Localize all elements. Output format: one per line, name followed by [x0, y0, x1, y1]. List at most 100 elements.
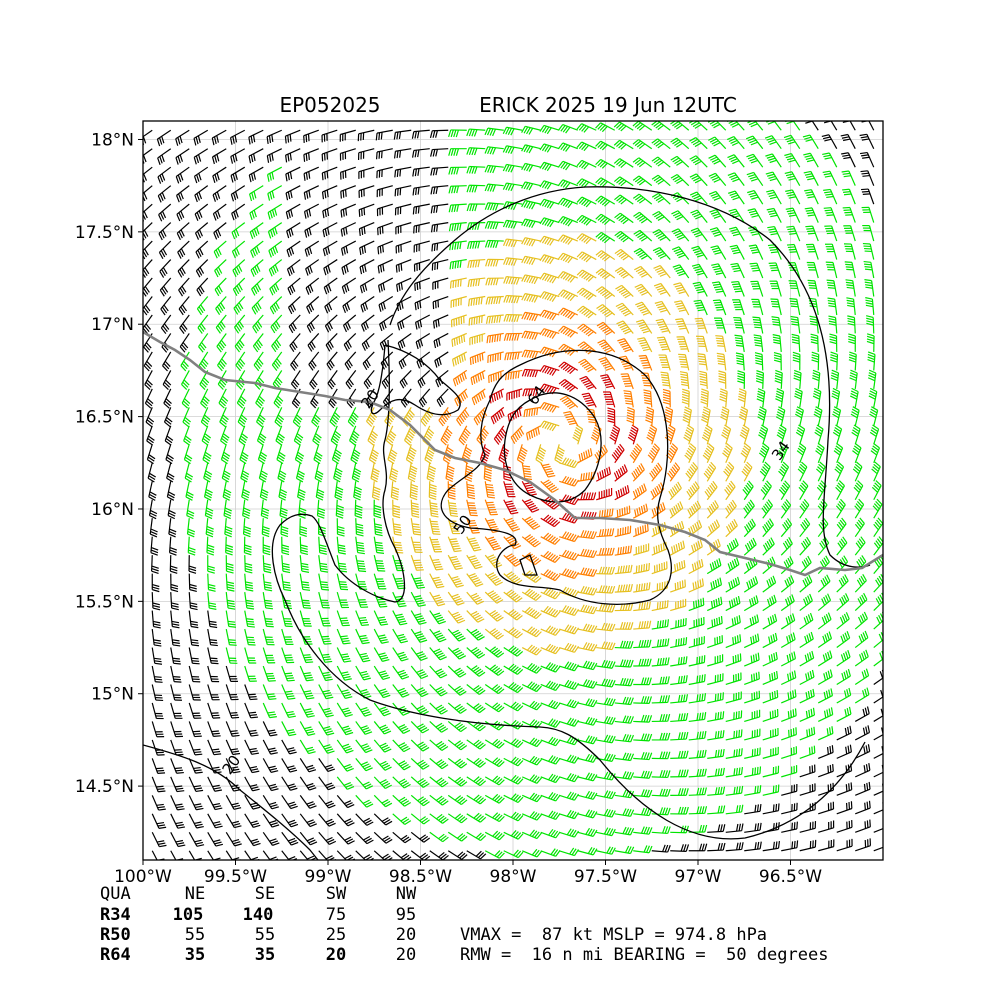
- barb-feather: [555, 647, 561, 655]
- barb-staff: [244, 665, 251, 682]
- barb-staff: [651, 701, 668, 704]
- barb-staff: [762, 791, 779, 796]
- wind-barb: [503, 535, 522, 550]
- wind-barb: [170, 832, 186, 848]
- wind-barb: [207, 647, 219, 665]
- barb-feather: [356, 533, 364, 537]
- barb-feather: [526, 607, 533, 614]
- wind-barb: [225, 665, 238, 682]
- barb-feather: [403, 729, 411, 734]
- barb-feather: [788, 653, 792, 662]
- barb-feather: [648, 639, 652, 647]
- barb-feather: [153, 625, 161, 629]
- barb-feather: [440, 835, 447, 841]
- barb-feather: [269, 749, 277, 753]
- barb-feather: [468, 573, 476, 577]
- barb-staff: [318, 610, 325, 627]
- barb-feather: [720, 805, 723, 813]
- barb-feather: [343, 781, 352, 786]
- barb-feather: [887, 782, 888, 789]
- barb-feather: [601, 678, 606, 686]
- barb-staff: [873, 790, 883, 796]
- barb-feather: [646, 601, 649, 610]
- barb-feather: [513, 849, 519, 856]
- wind-barb: [410, 665, 429, 680]
- barb-feather: [569, 662, 575, 670]
- barb-feather: [439, 744, 447, 750]
- barb-feather: [327, 838, 335, 844]
- barb-feather: [609, 528, 612, 536]
- barb-staff: [299, 702, 309, 718]
- barb-feather: [617, 584, 621, 593]
- barb-feather: [399, 605, 407, 608]
- barb-feather: [226, 586, 235, 590]
- barb-staff: [725, 564, 740, 575]
- barb-feather: [281, 525, 289, 530]
- barb-feather: [717, 749, 720, 758]
- wind-barb: [799, 669, 815, 686]
- barb-feather: [715, 598, 718, 607]
- wind-barb: [707, 730, 725, 741]
- barb-feather: [738, 804, 741, 813]
- barb-feather: [806, 729, 809, 737]
- wind-barb: [614, 525, 632, 538]
- wind-barb: [466, 554, 483, 570]
- barb-feather: [326, 766, 334, 770]
- barb-feather: [246, 620, 255, 623]
- barb-feather: [812, 688, 815, 697]
- wind-barb: [633, 523, 649, 538]
- wind-barb: [707, 596, 723, 612]
- wind-barb: [873, 821, 883, 833]
- barb-feather: [362, 745, 370, 750]
- barb-feather: [493, 685, 501, 692]
- barb-feather: [416, 687, 424, 692]
- barb-feather: [494, 740, 501, 747]
- barb-feather: [874, 560, 880, 568]
- barb-staff: [781, 696, 797, 704]
- barb-feather: [512, 666, 519, 673]
- wind-barb: [205, 518, 214, 538]
- wind-barb: [743, 595, 759, 612]
- barb-staff: [503, 776, 519, 785]
- barb-staff: [392, 757, 405, 771]
- wind-barb: [151, 758, 166, 775]
- barb-feather: [876, 558, 882, 566]
- barb-feather: [731, 599, 734, 607]
- barb-feather: [456, 584, 464, 588]
- barb-feather: [472, 630, 480, 636]
- barb-feather: [458, 725, 465, 731]
- barb-feather: [419, 779, 426, 785]
- barb-feather: [636, 487, 641, 496]
- wind-barb: [429, 794, 449, 806]
- wind-barb: [855, 819, 871, 833]
- wind-barb: [688, 806, 708, 815]
- barb-feather: [701, 843, 705, 851]
- barb-feather: [754, 576, 759, 584]
- barb-staff: [577, 665, 594, 671]
- wind-barb: [466, 812, 487, 823]
- barb-feather: [337, 533, 345, 537]
- wind-barb: [577, 679, 598, 689]
- barb-feather: [811, 746, 813, 754]
- barb-feather: [555, 776, 561, 783]
- barb-staff: [188, 776, 197, 792]
- barb-staff: [614, 720, 631, 724]
- barb-staff: [633, 757, 650, 761]
- barb-feather: [413, 595, 422, 598]
- barb-feather: [754, 823, 757, 831]
- barb-staff: [744, 697, 760, 704]
- barb-feather: [808, 574, 813, 582]
- wind-barb: [244, 665, 257, 682]
- barb-staff: [281, 795, 292, 809]
- barb-feather: [564, 679, 570, 687]
- barb-feather: [152, 602, 160, 606]
- barb-feather: [498, 834, 505, 841]
- barb-feather: [473, 794, 480, 801]
- barb-feather: [587, 717, 593, 725]
- barb-feather: [683, 788, 687, 796]
- barb-feather: [379, 706, 387, 711]
- wind-barb: [633, 582, 651, 593]
- barb-feather: [646, 771, 650, 779]
- barb-feather: [467, 491, 475, 495]
- barb-feather: [344, 854, 352, 860]
